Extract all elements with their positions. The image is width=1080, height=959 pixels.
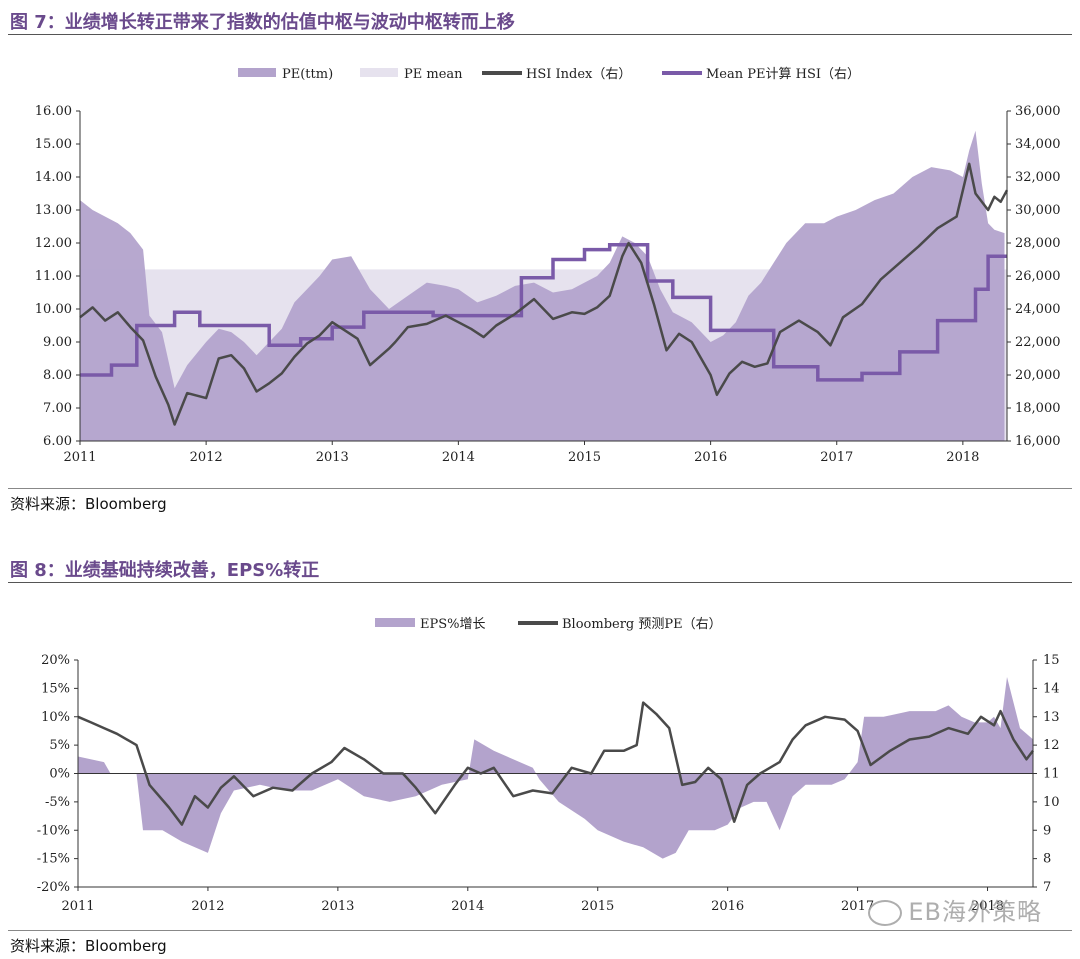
legend-swatch-1 <box>360 68 398 77</box>
y-left-tick-label: -5% <box>45 795 70 810</box>
bloomberg-pe-line <box>77 701 1034 826</box>
y-left-tick-label: 12.00 <box>35 236 72 251</box>
y-right-tick-label: 11 <box>1043 767 1060 782</box>
y-right-tick-label: 13 <box>1043 710 1060 725</box>
y-right-tick-label: 15 <box>1043 653 1060 668</box>
x-tick-label: 2015 <box>581 899 614 914</box>
y-left-tick-label: 7.00 <box>43 401 72 416</box>
watermark: EB海外策略 <box>868 892 1042 927</box>
y-left-tick-label: -20% <box>37 880 70 895</box>
x-tick-label: 2016 <box>694 450 727 465</box>
y-right-tick-label: 8 <box>1043 852 1051 867</box>
legend-label-0: PE(ttm) <box>282 67 333 82</box>
x-tick-label: 2011 <box>63 450 96 465</box>
chart-eps-pe: EPS%增长 Bloomberg 预测PE（右） -20% -15% -10% -5% 0%… <box>37 617 1060 914</box>
y-right-tick-label: 16,000 <box>1015 434 1061 449</box>
x-tick-label: 2016 <box>711 899 744 914</box>
y-left-tick-label: 6.00 <box>43 434 72 449</box>
figure7-bottom-rule <box>8 488 1072 489</box>
x-tick-label: 2014 <box>451 899 484 914</box>
y-left-tick-label: -10% <box>37 823 70 838</box>
figure8-title-rule <box>8 582 1072 583</box>
hsi-index-line <box>79 162 1009 426</box>
y-left-tick-label: 10.00 <box>35 302 72 317</box>
y-right-tick-label: 14 <box>1043 681 1060 696</box>
x-tick-label: 2013 <box>321 899 354 914</box>
x-tick-label: 2014 <box>442 450 475 465</box>
x-tick-label: 2018 <box>971 899 1004 914</box>
legend-swatch-eps <box>375 618 415 627</box>
legend-label-3: Mean PE计算 HSI（右） <box>706 67 860 82</box>
y-left-tick-label: 15.00 <box>35 137 72 152</box>
y-right-tick-label: 9 <box>1043 823 1051 838</box>
figure7-title: 图 7：业绩增长转正带来了指数的估值中枢与波动中枢转而上移 <box>10 12 515 33</box>
y-left-tick-label: 15% <box>41 681 70 696</box>
legend-swatch-0 <box>238 68 276 77</box>
y-right-tick-label: 10 <box>1043 795 1060 810</box>
y-right-tick-label: 7 <box>1043 880 1051 895</box>
y-right-tick-label: 30,000 <box>1015 203 1061 218</box>
x-tick-label: 2012 <box>191 899 224 914</box>
y-left-tick-label: 13.00 <box>35 203 72 218</box>
y-right-tick-label: 32,000 <box>1015 170 1061 185</box>
y-right-tick-label: 26,000 <box>1015 269 1061 284</box>
legend-label-pe: Bloomberg 预测PE（右） <box>562 617 722 632</box>
y-left-tick-label: 10% <box>41 710 70 725</box>
y-right-tick-label: 24,000 <box>1015 302 1061 317</box>
figure7-title-rule <box>8 34 1072 35</box>
y-left-tick-label: 0% <box>49 767 70 782</box>
y-right-tick-label: 34,000 <box>1015 137 1061 152</box>
y-right-tick-label: 36,000 <box>1015 104 1061 119</box>
y-left-tick-label: 8.00 <box>43 368 72 383</box>
chart-pe-hsi: PE(ttm) PE mean HSI Index（右） Mean PE计算 HSI（… <box>35 67 1061 465</box>
y-left-tick-label: 5% <box>49 738 70 753</box>
legend-label-1: PE mean <box>404 67 463 82</box>
figure8-title: 图 8：业绩基础持续改善，EPS%转正 <box>10 560 320 581</box>
legend-label-2: HSI Index（右） <box>526 67 631 82</box>
x-tick-label: 2012 <box>190 450 223 465</box>
legend-label-eps: EPS%增长 <box>420 617 486 632</box>
y-left-tick-label: 16.00 <box>35 104 72 119</box>
watermark-text: EB海外策略 <box>908 898 1042 926</box>
y-left-tick-label: 14.00 <box>35 170 72 185</box>
x-tick-label: 2011 <box>61 899 94 914</box>
y-right-tick-label: 20,000 <box>1015 368 1061 383</box>
wechat-icon <box>868 900 903 926</box>
figure8-source: 资料来源：Bloomberg <box>10 937 167 955</box>
y-right-tick-label: 18,000 <box>1015 401 1061 416</box>
y-left-tick-label: 11.00 <box>35 269 72 284</box>
figure7-source: 资料来源：Bloomberg <box>10 495 167 513</box>
x-tick-label: 2018 <box>946 450 979 465</box>
x-tick-label: 2017 <box>841 899 874 914</box>
y-left-tick-label: 9.00 <box>43 335 72 350</box>
eps-growth-area <box>78 677 1033 859</box>
y-right-tick-label: 28,000 <box>1015 236 1061 251</box>
mean-pe-hsi-line <box>80 242 1007 382</box>
x-tick-label: 2017 <box>820 450 853 465</box>
x-tick-label: 2015 <box>568 450 601 465</box>
y-left-tick-label: 20% <box>41 653 70 668</box>
y-right-tick-label: 22,000 <box>1015 335 1061 350</box>
x-tick-label: 2013 <box>316 450 349 465</box>
figure8-bottom-rule <box>8 930 1072 931</box>
y-left-tick-label: -15% <box>37 852 70 867</box>
y-right-tick-label: 12 <box>1043 738 1060 753</box>
